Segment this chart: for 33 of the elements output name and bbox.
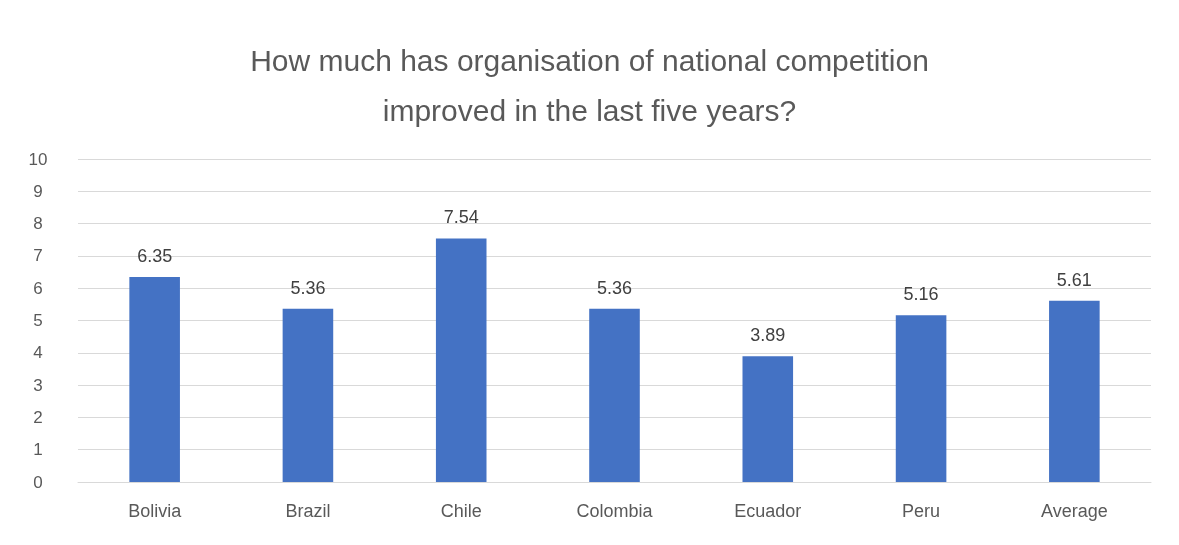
y-tick-label: 6 xyxy=(33,278,43,298)
y-tick-label: 3 xyxy=(33,375,43,395)
y-tick-label: 4 xyxy=(33,343,43,363)
data-label: 5.16 xyxy=(903,284,939,305)
bar xyxy=(895,315,947,482)
chart-title: How much has organisation of national competition improved in the last five years? xyxy=(250,43,929,127)
y-tick-label: 7 xyxy=(33,246,43,266)
x-tick-label: Peru xyxy=(902,501,941,521)
bar xyxy=(282,308,334,482)
x-tick-label: Bolivia xyxy=(128,501,183,521)
data-label: 7.54 xyxy=(443,207,479,228)
data-label: 6.35 xyxy=(137,245,173,266)
x-tick-label: Brazil xyxy=(285,501,331,521)
data-label: 5.36 xyxy=(596,277,633,298)
data-label: 3.89 xyxy=(750,325,786,346)
bar xyxy=(1049,300,1100,482)
x-tick-label: Chile xyxy=(440,501,482,521)
y-tick-label: 1 xyxy=(33,440,43,460)
data-label: 5.61 xyxy=(1056,269,1092,290)
y-tick-label: 5 xyxy=(33,311,43,330)
bar xyxy=(742,356,794,482)
x-tick-label: Average xyxy=(1041,501,1108,521)
y-tick-label: 9 xyxy=(33,181,43,201)
bar xyxy=(435,238,487,482)
x-tick-label: Ecuador xyxy=(734,501,802,521)
bar xyxy=(129,276,180,482)
bar xyxy=(589,308,640,482)
x-tick-label: Colombia xyxy=(576,501,654,521)
y-tick-label: 0 xyxy=(33,472,43,492)
y-tick-label: 10 xyxy=(28,149,48,169)
y-tick-label: 8 xyxy=(33,214,43,234)
y-tick-label: 2 xyxy=(33,407,43,427)
data-label: 5.36 xyxy=(290,277,326,298)
